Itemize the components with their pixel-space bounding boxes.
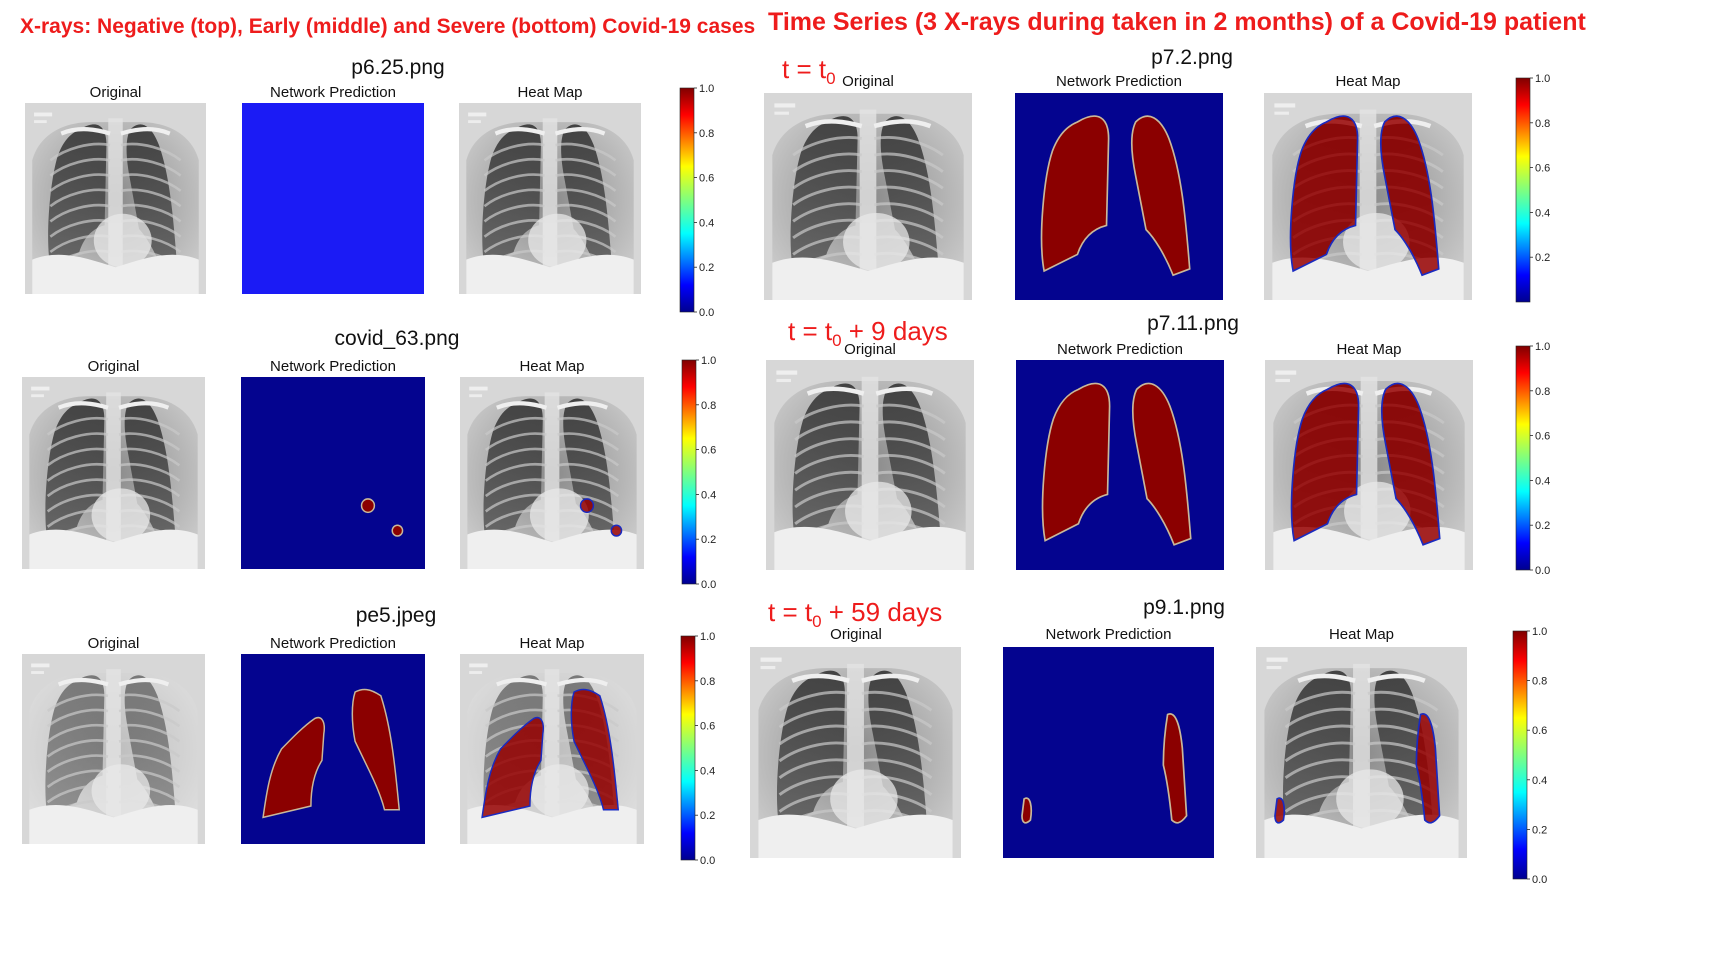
time-label: t = t0 [782,54,836,89]
prediction-mask-image [241,377,425,569]
panel-title-prediction: Network Prediction [1057,341,1183,358]
panel-title-original: Original [87,358,140,375]
heatmap-overlay-image [1256,647,1467,858]
colorbar-tick-label: 0.0 [1532,874,1547,886]
colorbar-tick-label: 0.4 [699,217,714,229]
colorbar-tick-label: 1.0 [1535,73,1550,85]
panel-title-original: Original [87,635,140,652]
original-xray-image [22,654,205,844]
colorbar-tick-label: 0.4 [1535,475,1550,487]
heatmap-overlay-image [459,103,641,294]
original-xray-image [750,647,961,858]
colorbar-tick-label: 0.0 [699,307,714,319]
colorbar: 0.0 0.2 0.4 0.6 0.8 1.0 [1515,341,1566,580]
colorbar-tick-label: 0.8 [700,676,715,688]
colorbar: 0.0 0.2 0.4 0.6 0.8 1.0 [680,631,731,870]
colorbar-tick-label: 0.6 [699,173,714,185]
colorbar: 0.0 0.2 0.4 0.6 0.8 1.0 [679,83,730,322]
colorbar: 0.0 0.2 0.4 0.6 0.8 1.0 [1512,626,1563,889]
colorbar-tick-label: 0.6 [1535,163,1550,175]
colorbar-tick-label: 0.6 [700,721,715,733]
panel-title-heatmap: Heat Map [1336,341,1402,358]
colorbar: 0.0 0.2 0.4 0.6 0.8 1.0 [681,355,732,594]
colorbar-tick-label: 0.2 [1532,824,1547,836]
prediction-mask-image [241,654,425,844]
time-label: t = t0 + 59 days [768,597,943,632]
right-figure-title: Time Series (3 X-rays during taken in 2 … [768,8,1586,36]
panel-title-prediction: Network Prediction [1056,73,1182,90]
colorbar-tick-label: 0.6 [701,445,716,457]
panel-title-original: Original [844,341,896,358]
colorbar-tick-label: 0.8 [699,128,714,140]
panel-title-original: Original [842,73,894,90]
colorbar-tick-label: 0.2 [1535,252,1550,264]
colorbar-tick-label: 0.6 [1535,431,1550,443]
panel-title-prediction: Network Prediction [270,358,396,375]
colorbar-tick-label: 0.0 [701,579,716,591]
prediction-mask-image [1016,360,1224,570]
panel-title-original: Original [89,84,142,101]
original-xray-image [764,93,972,300]
colorbar-tick-label: 0.0 [1535,565,1550,577]
colorbar-tick-label: 1.0 [1535,341,1550,353]
colorbar: 0.2 0.4 0.6 0.8 1.0 [1515,73,1566,312]
panel-title-prediction: Network Prediction [270,84,396,101]
filename-label: covid_63.png [334,327,460,350]
filename-label: p7.11.png [1147,312,1239,335]
original-xray-image [766,360,974,570]
colorbar-tick-label: 0.4 [1535,207,1550,219]
colorbar-tick-label: 1.0 [701,355,716,367]
colorbar-tick-label: 0.2 [1535,520,1550,532]
heatmap-overlay-image [460,377,644,569]
left-figure-title: X-rays: Negative (top), Early (middle) a… [20,15,756,38]
panel-title-heatmap: Heat Map [517,84,583,101]
panel-title-prediction: Network Prediction [1045,626,1172,643]
filename-label: p9.1.png [1143,596,1225,619]
colorbar-tick-label: 0.4 [1532,775,1547,787]
colorbar-tick-label: 0.8 [701,400,716,412]
filename-label: pe5.jpeg [355,604,437,627]
colorbar-tick-label: 0.8 [1535,386,1550,398]
prediction-mask-image [1015,93,1223,300]
filename-label: p6.25.png [351,56,445,79]
colorbar-tick-label: 1.0 [700,631,715,643]
time-label: t = t0 + 9 days [788,316,948,351]
colorbar-tick-label: 0.2 [700,810,715,822]
colorbar-tick-label: 1.0 [699,83,714,95]
original-xray-image [22,377,205,569]
heatmap-overlay-image [1265,360,1473,570]
colorbar-tick-label: 0.0 [700,855,715,867]
panel-title-original: Original [830,626,882,643]
heatmap-overlay-image [460,654,644,844]
prediction-mask-image [242,103,424,294]
colorbar-tick-label: 1.0 [1532,626,1547,638]
prediction-mask-image [1003,647,1214,858]
colorbar-tick-label: 0.2 [699,262,714,274]
colorbar-tick-label: 0.4 [700,765,715,777]
panel-title-heatmap: Heat Map [1328,626,1395,643]
original-xray-image [25,103,206,294]
colorbar-tick-label: 0.8 [1532,676,1547,688]
panel-title-heatmap: Heat Map [519,358,585,375]
heatmap-overlay-image [1264,93,1472,300]
colorbar-tick-label: 0.6 [1532,725,1547,737]
filename-label: p7.2.png [1151,46,1233,69]
colorbar-tick-label: 0.8 [1535,118,1550,130]
colorbar-tick-label: 0.4 [701,489,716,501]
panel-title-heatmap: Heat Map [519,635,585,652]
panel-title-prediction: Network Prediction [270,635,396,652]
colorbar-tick-label: 0.2 [701,534,716,546]
panel-title-heatmap: Heat Map [1335,73,1401,90]
